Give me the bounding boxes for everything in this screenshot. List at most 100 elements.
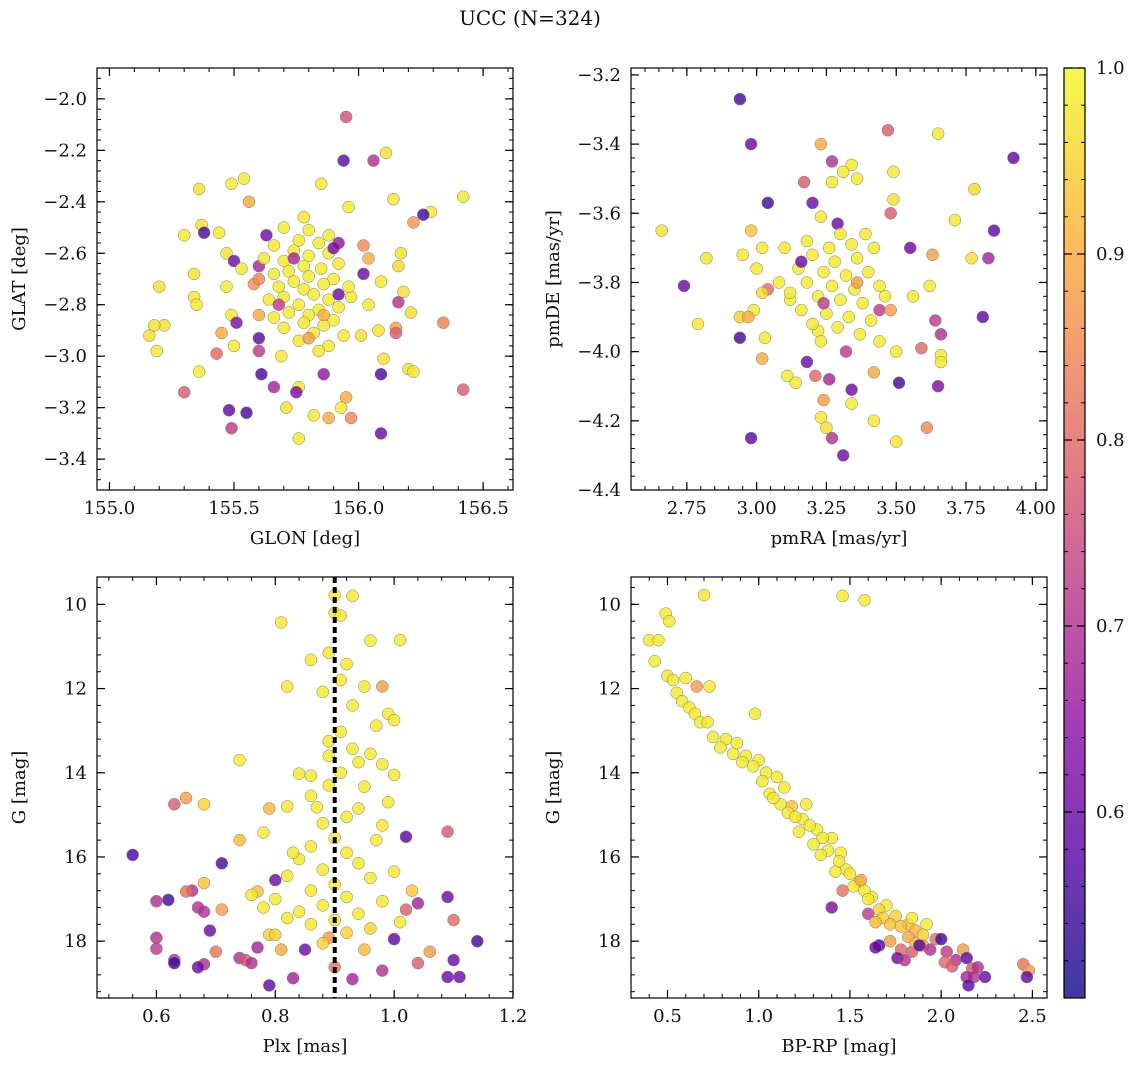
x-axis-label: GLON [deg] (250, 528, 360, 549)
x-tick-label: 2.5 (1018, 1006, 1047, 1027)
scatter-point (304, 653, 318, 667)
scatter-point (976, 310, 990, 324)
scatter-point (272, 298, 286, 311)
scatter-point (869, 941, 882, 954)
scatter-point (280, 401, 293, 414)
scatter-point (316, 863, 330, 876)
scatter-point (834, 227, 847, 241)
scatter-point (286, 846, 300, 860)
scatter-point (845, 383, 858, 396)
scatter-point (245, 956, 258, 970)
scatter-point (177, 229, 191, 242)
y-tick-label: −3.2 (43, 398, 87, 419)
y-tick-label: 16 (598, 847, 621, 868)
scatter-point (187, 267, 201, 281)
scatter-point (783, 286, 797, 300)
scatter-point (379, 146, 393, 160)
scatter-point (758, 331, 772, 345)
scatter-point (316, 817, 330, 830)
scatter-point (393, 915, 407, 929)
scatter-point (282, 265, 296, 278)
scatter-point (197, 905, 211, 918)
x-tick-label: 0.6 (142, 1006, 171, 1027)
scatter-point (884, 207, 897, 220)
scatter-point (817, 265, 830, 279)
scatter-point (251, 941, 264, 954)
scatter-point (346, 589, 359, 603)
x-axis-label: pmRA [mas/yr] (771, 528, 908, 549)
scatter-point (677, 279, 691, 293)
scatter-point (814, 335, 828, 348)
scatter-point (352, 857, 365, 870)
scatter-point (346, 742, 359, 756)
scatter-point (316, 899, 330, 912)
scatter-point (797, 175, 811, 189)
scatter-point (357, 267, 370, 281)
scatter-point (252, 272, 266, 286)
scatter-point (845, 397, 858, 410)
scatter-point (298, 943, 312, 956)
scatter-point (357, 239, 370, 252)
scatter-point (263, 802, 276, 815)
scatter-point (192, 182, 206, 196)
scatter-point (407, 216, 420, 229)
y-axis-label: GLAT [deg] (9, 227, 30, 331)
scatter-point (150, 344, 164, 358)
scatter-point (441, 825, 454, 838)
scatter-point (929, 314, 942, 327)
scatter-point (931, 379, 945, 393)
scatter-point (237, 172, 251, 185)
scatter-point (376, 894, 389, 908)
scatter-point (267, 239, 281, 252)
y-tick-label: −3.4 (577, 134, 621, 155)
scatter-point (179, 791, 193, 805)
x-tick-label: 1.5 (836, 1006, 865, 1027)
scatter-point (312, 236, 325, 250)
scatter-point (292, 905, 306, 918)
y-tick-label: −4.0 (577, 342, 621, 363)
scatter-point (274, 943, 288, 956)
scatter-point (867, 414, 881, 428)
scatter-point (210, 347, 223, 360)
y-tick-label: 14 (598, 763, 621, 784)
scatter-point (836, 884, 849, 897)
scatter-point (312, 344, 325, 358)
scatter-point (280, 869, 294, 883)
scatter-point (781, 369, 794, 383)
scatter-point (931, 127, 945, 140)
scatter-point (778, 241, 791, 255)
scatter-point (260, 229, 273, 242)
figure-title: UCC (N=324) (459, 6, 601, 30)
scatter-point (339, 391, 353, 404)
scatter-point (215, 903, 229, 916)
scatter-point (245, 888, 258, 902)
scatter-point (845, 158, 858, 172)
scatter-point (282, 306, 296, 319)
scatter-point (948, 213, 962, 227)
scatter-point (836, 589, 849, 603)
scatter-point (322, 749, 336, 763)
scatter-point (447, 953, 460, 967)
scatter-point (920, 918, 933, 931)
scatter-point (404, 306, 418, 319)
scatter-point (881, 124, 895, 137)
scatter-point (344, 411, 358, 425)
scatter-point (364, 922, 377, 935)
scatter-point (742, 310, 755, 324)
scatter-point (690, 680, 703, 693)
scatter-point (960, 951, 973, 965)
scatter-point (873, 279, 886, 293)
scatter-point (915, 341, 928, 355)
scatter-point (362, 298, 375, 311)
scatter-point (437, 316, 450, 329)
scatter-point (304, 918, 318, 931)
scatter-points (143, 110, 470, 445)
scatter-point (884, 303, 897, 317)
y-tick-label: 14 (64, 763, 87, 784)
scatter-point (962, 979, 975, 992)
y-tick-label: −2.8 (43, 295, 87, 316)
scatter-point (317, 277, 330, 291)
scatter-point (233, 753, 246, 767)
scatter-point (825, 279, 839, 293)
y-tick-label: −3.4 (43, 449, 87, 470)
